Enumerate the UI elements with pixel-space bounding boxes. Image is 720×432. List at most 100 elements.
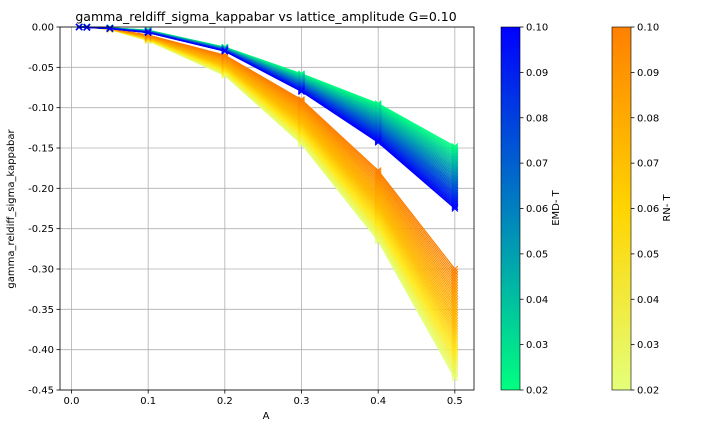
colorbar-tick-label: 0.08 [526,113,548,124]
rn-point [451,333,459,341]
y-tick-label: -0.10 [28,103,54,114]
emd-point [83,23,91,31]
rn-point [451,341,459,349]
rn-point [451,358,459,365]
emd-point [374,138,382,146]
x-axis-label: A [263,411,270,422]
colorbar-tick-label: 0.09 [526,68,548,79]
y-tick-label: -0.40 [28,345,54,356]
rn-point [451,287,459,295]
rn-point [451,295,459,303]
emd-point [451,205,459,212]
rn-point [451,369,459,376]
rn-point [451,360,459,368]
colorbar-tick-label: 0.06 [637,204,659,215]
rn-point [451,281,459,289]
rn-point [451,355,459,363]
x-tick-label: 0.4 [370,396,386,407]
rn-point [451,374,459,382]
colorbar-tick-label: 0.05 [526,249,548,260]
plot-area [59,23,475,391]
y-tick-label: -0.05 [28,63,54,74]
x-tick-label: 0.5 [447,396,463,407]
x-tick-label: 0.0 [64,396,80,407]
colorbar-tick-label: 0.02 [526,386,548,397]
y-axis: 0.00 -0.05 -0.10 -0.15 -0.20 -0.25 -0.30 -0.35 -… [28,23,60,397]
x-tick-label: 0.2 [217,396,233,407]
colorbar-tick-label: 0.03 [637,340,659,351]
colorbar-tick-label: 0.10 [526,23,548,34]
rn-point [451,268,459,276]
colorbar-tick-label: 0.05 [637,249,659,260]
x-tick-label: 0.1 [140,396,156,407]
x-axis: 0.0 0.1 0.2 0.3 0.4 0.5 [64,390,463,407]
y-tick-label: -0.15 [28,144,54,155]
rn-point [451,330,459,338]
colorbar-tick-label: 0.07 [526,159,548,170]
rn-point [451,352,459,360]
colorbar-emd-bar [500,26,521,391]
y-tick-label: -0.30 [28,265,54,276]
colorbar-tick-label: 0.08 [637,113,659,124]
rn-point [451,311,459,319]
rn-point [451,309,459,316]
rn-point [451,336,459,344]
x-tick-label: 0.3 [294,396,310,407]
y-tick-label: 0.00 [32,23,54,34]
rn-point [451,317,459,325]
emd-point [221,47,229,55]
y-tick-label: -0.35 [28,305,54,316]
rn-point [451,349,459,357]
rn-point [451,279,459,287]
rn-point [451,339,459,346]
rn-point [451,322,459,330]
rn-point [451,292,459,300]
y-tick-label: -0.25 [28,224,54,235]
rn-point [451,273,459,281]
colorbar-tick-label: 0.07 [637,159,659,170]
rn-point [374,167,382,175]
colorbar-rn-label: RN- T [662,193,673,221]
rn-point [451,271,459,278]
y-axis-label: gamma_reldiff_sigma_kappabar [6,128,17,288]
colorbar-tick-label: 0.04 [526,295,548,306]
rn-point [451,363,459,371]
colorbar-rn-bar [611,26,632,391]
rn-point [451,303,459,311]
colorbar-tick-label: 0.02 [637,386,659,397]
emd-point [451,203,459,211]
colorbar-rn-ticks: 0.10 0.09 0.08 0.07 0.06 0.05 0.04 0.03 0.02 [631,23,659,397]
rn-point [451,298,459,306]
emd-curve [79,26,456,209]
emd-point [144,29,152,37]
rn-point [451,320,459,327]
colorbar-emd-ticks: 0.10 0.09 0.08 0.07 0.06 0.05 0.04 0.03 0.02 [520,23,548,397]
colorbar-tick-label: 0.09 [637,68,659,79]
rn-point [451,328,459,336]
rn-point [451,325,459,333]
rn-point [451,284,459,292]
series-emd [75,23,459,212]
chart-title: gamma_reldiff_sigma_kappabar vs lattice_… [75,9,456,24]
rn-point [298,96,305,104]
colorbar-emd: 0.10 0.09 0.08 0.07 0.06 0.05 0.04 0.03 0.02 EMD… [500,23,562,397]
colorbar-tick-label: 0.06 [526,204,548,215]
rn-point [451,276,459,284]
rn-point [451,314,459,322]
colorbar-rn: 0.10 0.09 0.08 0.07 0.06 0.05 0.04 0.03 0.02 RN-… [611,23,673,397]
rn-point [451,306,459,314]
rn-point [451,300,459,308]
y-tick-label: -0.45 [28,386,54,397]
emd-point [298,88,305,95]
rn-point [374,168,382,176]
colorbar-emd-label: EMD- T [551,189,562,225]
colorbar-tick-label: 0.03 [526,340,548,351]
plot-frame [59,26,475,391]
colorbar-tick-label: 0.04 [637,295,659,306]
rn-point [451,344,459,352]
y-tick-label: -0.20 [28,184,54,195]
rn-point [451,366,459,374]
rn-point [451,290,459,297]
colorbar-tick-label: 0.10 [637,23,659,34]
